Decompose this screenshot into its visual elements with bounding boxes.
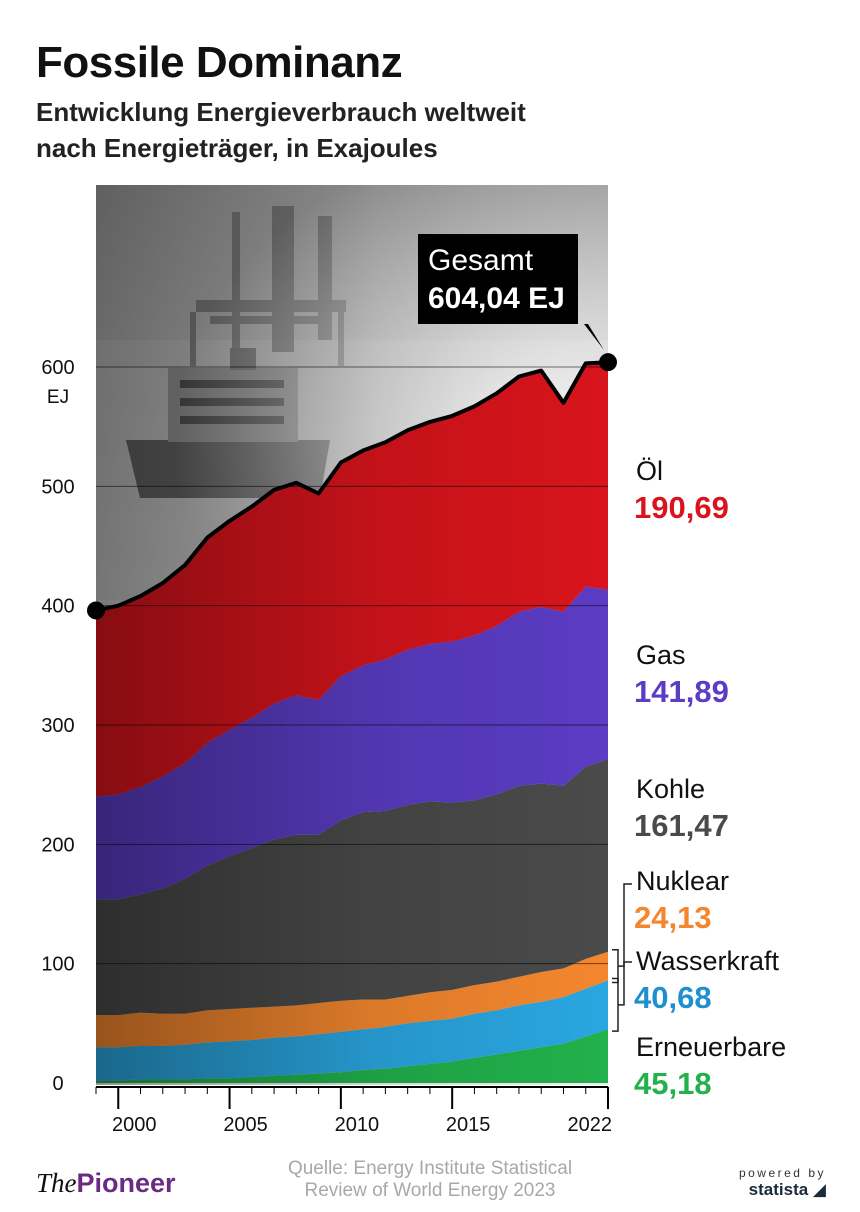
callout-value: 604,04 EJ [428,282,565,315]
x-tick-label: 2010 [335,1114,380,1136]
legend-value: 141,89 [634,674,729,709]
statista-logo: powered by statista ◢ [739,1166,826,1200]
chart-title: Fossile Dominanz [36,38,403,87]
total-end-point [599,353,617,372]
source-note: Quelle: Energy Institute Statistical Rev… [238,1158,622,1202]
y-axis: 0 100 200 300 400 500 600 [41,357,74,1095]
chart-subtitle: Entwicklung Energieverbrauch weltweit na… [36,94,736,166]
legend-wasserkraft: Wasserkraft 40,68 [634,946,780,1015]
legend-label: Öl [636,456,663,486]
gridlines [96,366,608,965]
y-tick-label: 400 [41,596,74,618]
legend-label: Erneuerbare [636,1032,786,1062]
y-tick-label: 100 [41,954,74,976]
legend-value: 161,47 [634,808,729,843]
y-tick-label: 500 [41,476,74,498]
legend-label: Gas [636,640,686,670]
legend-kohle: Kohle 161,47 [634,774,729,843]
legend-value: 24,13 [634,900,712,935]
statista-icon: ◢ [812,1180,826,1199]
legend-connector [612,883,632,984]
y-tick-label: 300 [41,715,74,737]
subtitle-line-2: nach Energieträger, in Exajoules [36,133,438,163]
subtitle-line-1: Entwicklung Energieverbrauch weltweit [36,97,526,127]
source-line-1: Quelle: Energy Institute Statistical [287,1158,573,1179]
statista-text: statista ◢ [748,1180,826,1199]
x-tick-label: 2000 [112,1114,157,1136]
series-legend: Erneuerbare 45,18 Wasserkraft 40,68 Nuklear 2… [612,456,786,1101]
total-callout: Gesamt 604,04 EJ [418,234,604,350]
x-axis: 2000 2005 2010 2015 2022 [95,1086,613,1136]
legend-erneuerbare: Erneuerbare 45,18 [634,1032,786,1101]
legend-nuklear: Nuklear 24,13 [634,866,729,935]
x-tick-label: 2015 [446,1114,491,1136]
legend-label: Kohle [636,774,705,804]
y-tick-label: 0 [52,1073,63,1095]
powered-by-text: powered by [738,1166,826,1180]
legend-oel: Öl 190,69 [634,456,729,525]
callout-label: Gesamt [428,244,534,277]
y-tick-label: 600 [41,357,74,379]
x-tick-label: 2005 [223,1114,268,1136]
legend-gas: Gas 141,89 [634,640,729,709]
x-tick-label: 2022 [568,1114,613,1136]
legend-value: 45,18 [634,1066,712,1101]
y-tick-label: 200 [41,834,74,856]
callout-box [418,234,604,350]
legend-connector [612,961,632,1032]
thepioneer-logo: ThePioneer [36,1168,176,1198]
y-axis-unit: EJ [47,387,69,408]
legend-label: Wasserkraft [636,946,780,976]
total-start-point [87,601,105,620]
legend-value: 190,69 [634,490,729,525]
total-line [95,360,609,613]
legend-value: 40,68 [634,980,712,1015]
source-line-2: Review of World Energy 2023 [304,1180,556,1201]
legend-label: Nuklear [636,866,729,896]
